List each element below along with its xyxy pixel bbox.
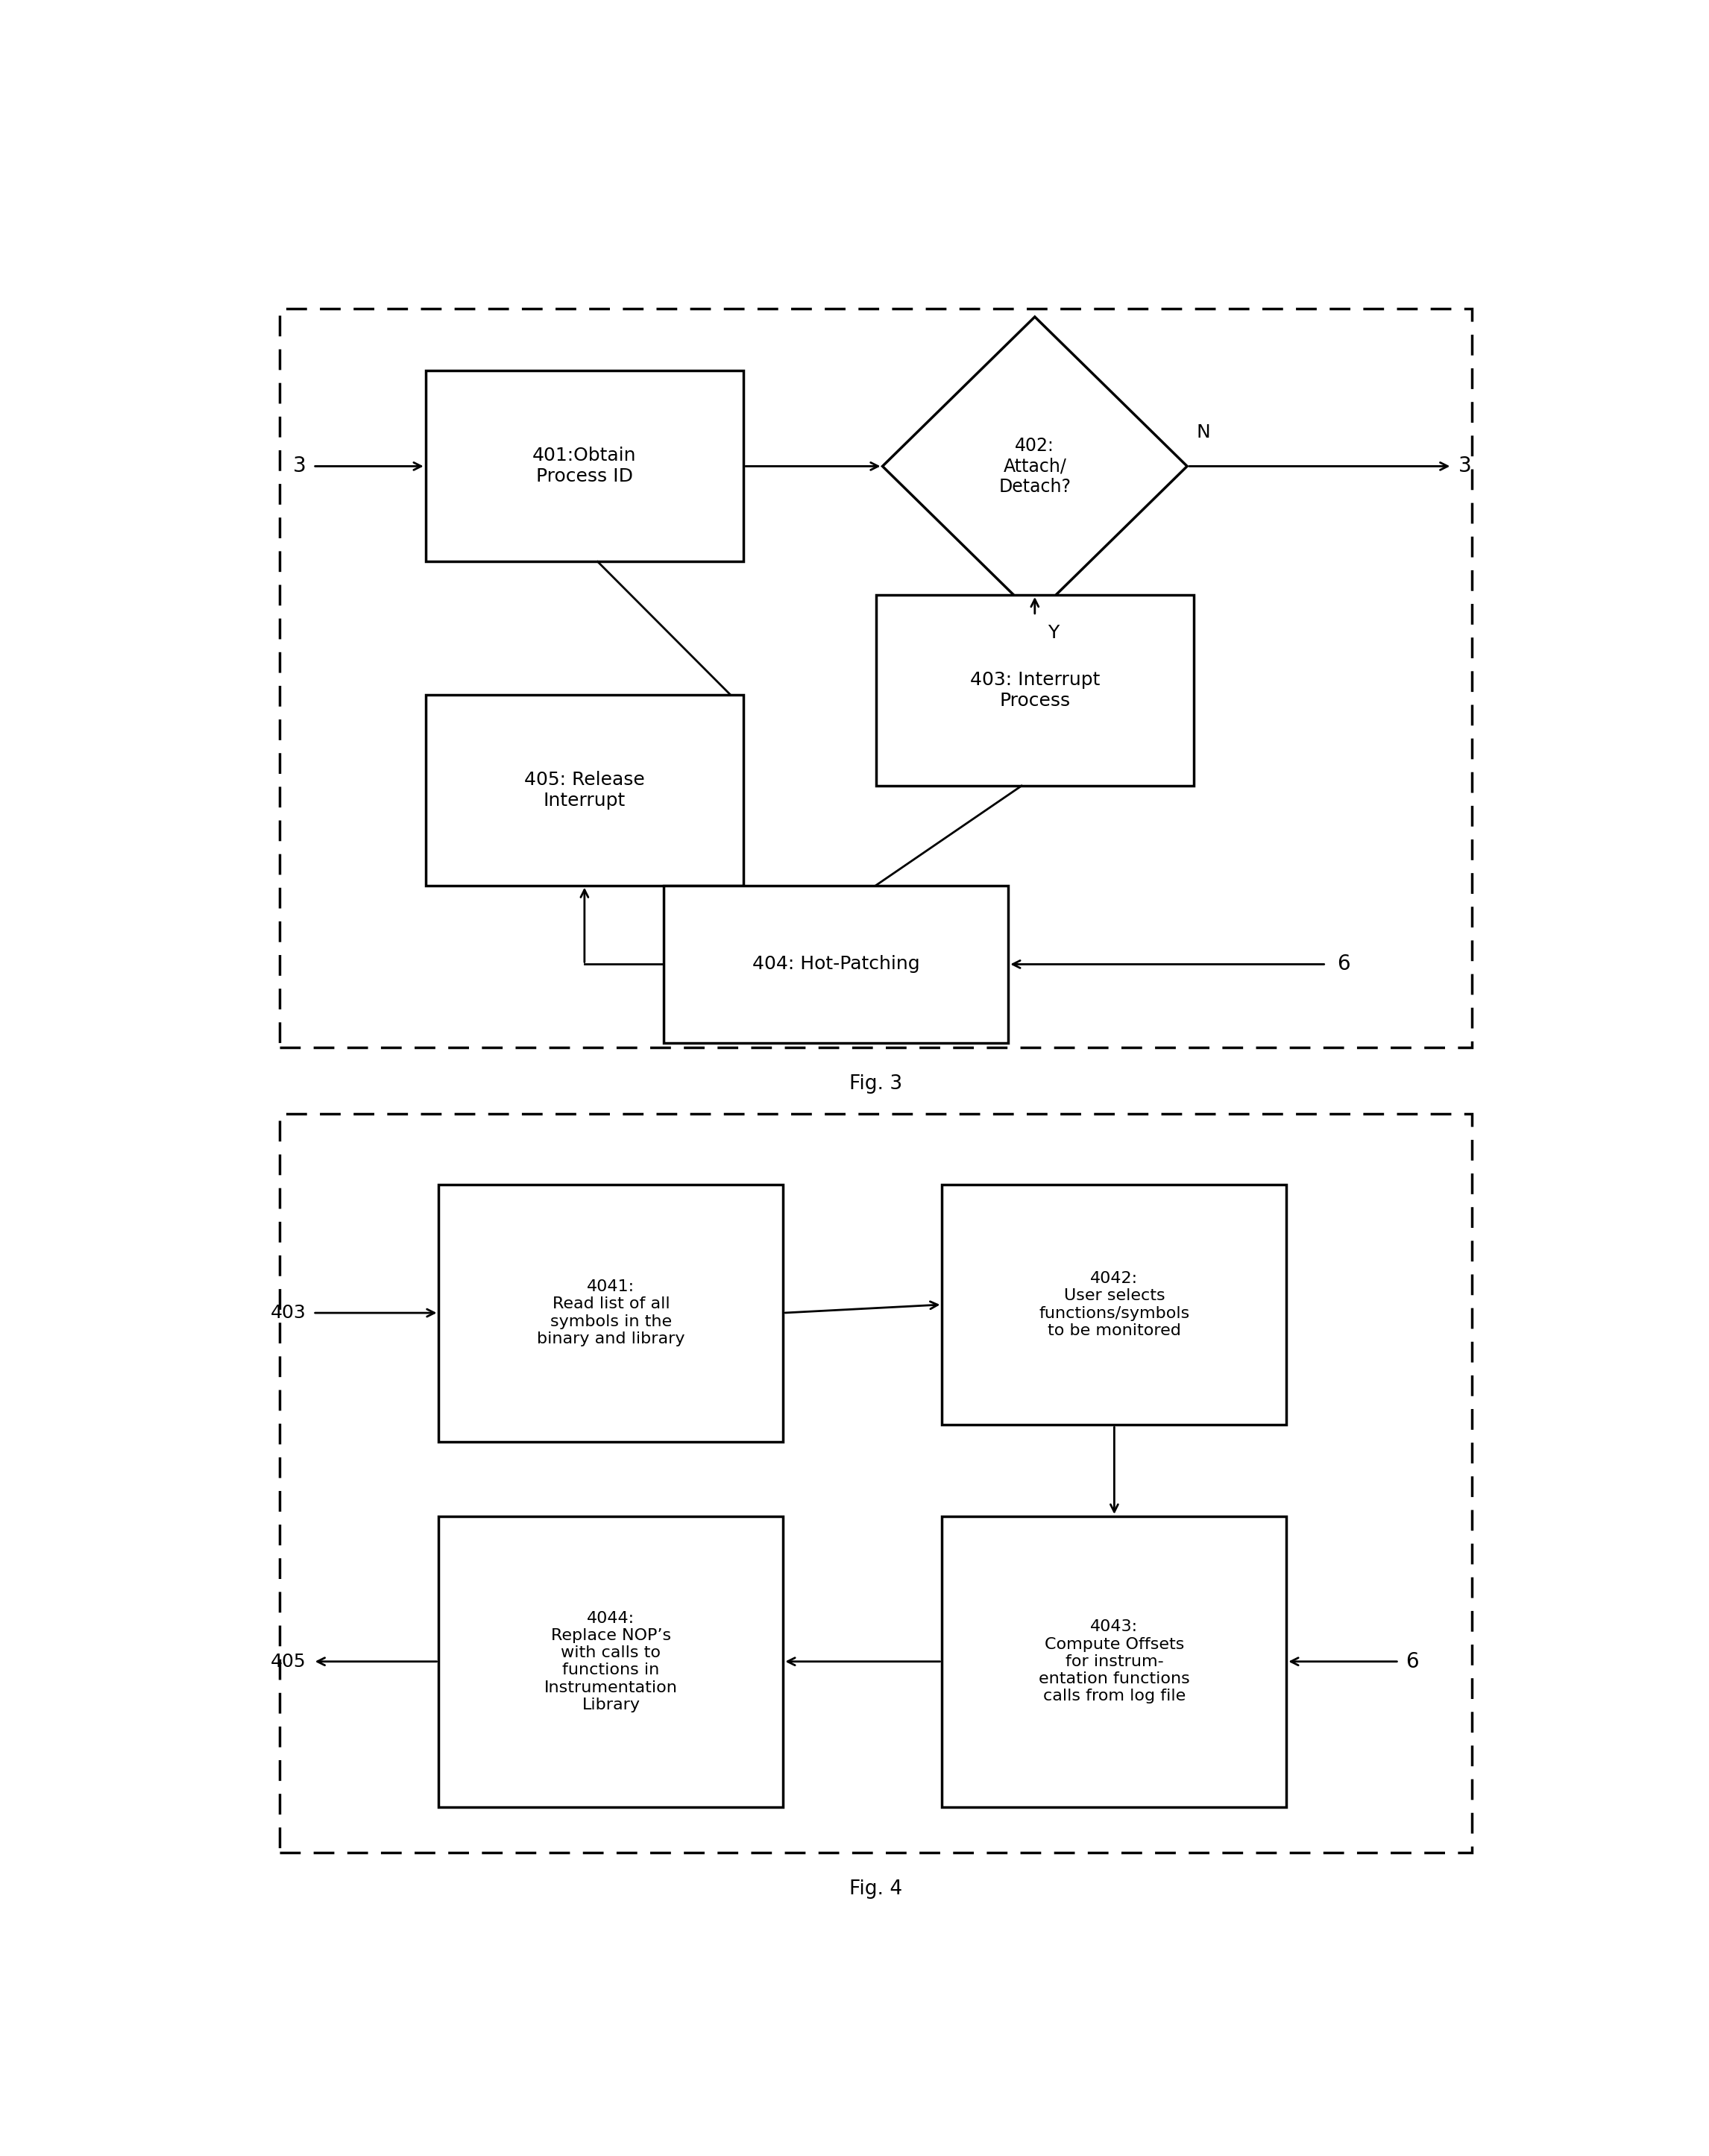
Text: 401:Obtain
Process ID: 401:Obtain Process ID [533, 446, 636, 485]
Text: 6: 6 [1336, 953, 1350, 975]
FancyBboxPatch shape [877, 595, 1195, 785]
Text: 3: 3 [1459, 455, 1471, 476]
Text: 402:
Attach/
Detach?: 402: Attach/ Detach? [998, 436, 1072, 496]
FancyBboxPatch shape [439, 1516, 783, 1807]
Text: 405: 405 [270, 1654, 306, 1671]
Text: 4042:
User selects
functions/symbols
to be monitored: 4042: User selects functions/symbols to … [1039, 1272, 1189, 1339]
FancyBboxPatch shape [426, 371, 743, 563]
FancyBboxPatch shape [439, 1184, 783, 1442]
Text: 3: 3 [294, 455, 306, 476]
Text: Fig. 4: Fig. 4 [849, 1880, 902, 1899]
FancyBboxPatch shape [942, 1516, 1287, 1807]
Text: N: N [1196, 423, 1210, 442]
Text: 405: Release
Interrupt: 405: Release Interrupt [525, 770, 644, 808]
Text: 403: Interrupt
Process: 403: Interrupt Process [969, 671, 1101, 709]
FancyBboxPatch shape [426, 694, 743, 886]
Text: Y: Y [1048, 623, 1060, 642]
Text: 4041:
Read list of all
symbols in the
binary and library: 4041: Read list of all symbols in the bi… [537, 1279, 685, 1345]
Text: 403: 403 [270, 1304, 306, 1322]
Text: 404: Hot-Patching: 404: Hot-Patching [752, 955, 919, 972]
Text: 4044:
Replace NOP’s
with calls to
functions in
Instrumentation
Library: 4044: Replace NOP’s with calls to functi… [543, 1611, 678, 1712]
Text: 6: 6 [1407, 1651, 1418, 1671]
Text: 4043:
Compute Offsets
for instrum-
entation functions
calls from log file: 4043: Compute Offsets for instrum- entat… [1039, 1619, 1189, 1703]
Polygon shape [882, 317, 1188, 617]
FancyBboxPatch shape [663, 886, 1008, 1044]
FancyBboxPatch shape [942, 1184, 1287, 1425]
Text: Fig. 3: Fig. 3 [849, 1074, 902, 1093]
